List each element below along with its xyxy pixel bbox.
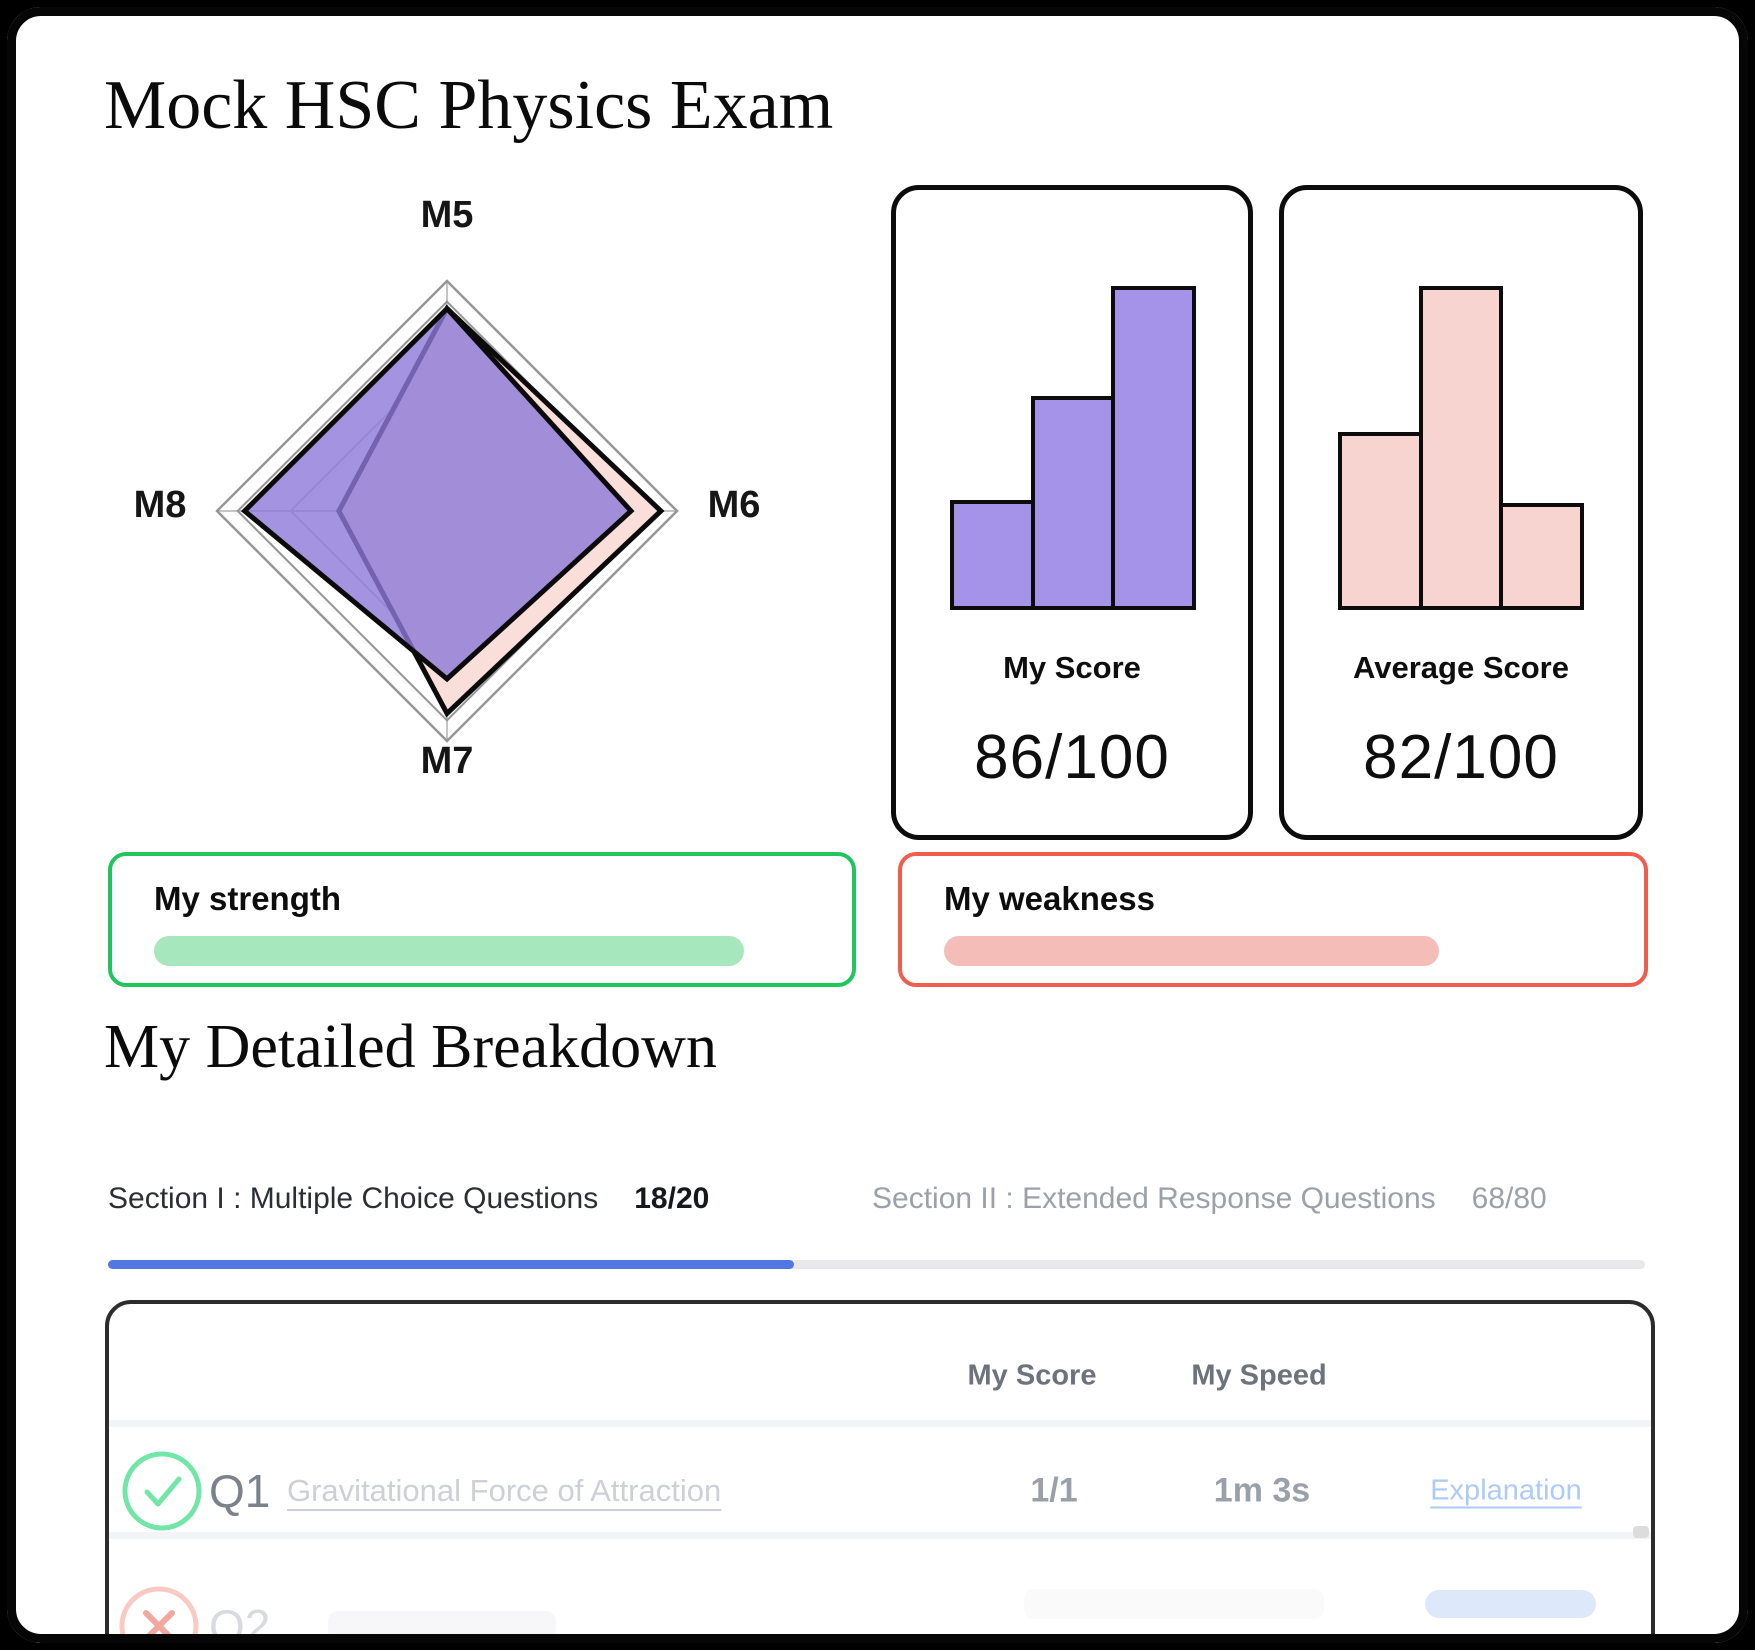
mini-bar <box>1338 431 1423 610</box>
mini-bar <box>1418 286 1504 610</box>
tab-section-2[interactable]: Section II : Extended Response Questions… <box>872 1182 1547 1216</box>
question-title-link[interactable]: Gravitational Force of Attraction <box>287 1473 722 1508</box>
my-score-label: My Score <box>1003 650 1141 685</box>
column-header-my-score: My Score <box>967 1359 1097 1392</box>
tab-section-2-label: Section II : Extended Response Questions <box>872 1182 1436 1215</box>
column-header-my-speed: My Speed <box>1191 1359 1327 1392</box>
questions-table: My Score My Speed Q1 Gravitational Force… <box>105 1300 1655 1643</box>
mini-bar <box>1030 396 1116 610</box>
mini-bar <box>1111 286 1197 610</box>
radar-axis-label-M7: M7 <box>421 740 474 782</box>
my-score-card: My Score 86/100 <box>891 185 1253 840</box>
explanation-skeleton-bar <box>1425 1590 1596 1618</box>
tab-section-1[interactable]: Section I : Multiple Choice Questions 18/… <box>108 1182 709 1216</box>
scrollbar-thumb[interactable] <box>1633 1526 1649 1538</box>
average-score-card: Average Score 82/100 <box>1279 185 1643 840</box>
tab-active-underline <box>108 1260 794 1269</box>
explanation-link[interactable]: Explanation <box>1430 1474 1582 1507</box>
mini-bar <box>950 499 1035 610</box>
my-score-value: 86/100 <box>974 723 1170 792</box>
tab-section-1-label: Section I : Multiple Choice Questions <box>108 1182 599 1215</box>
average-score-value: 82/100 <box>1363 723 1559 792</box>
question-id: Q2 <box>209 1600 271 1643</box>
radar-axis-label-M5: M5 <box>421 194 474 236</box>
my-score-mini-bar-chart <box>950 286 1197 610</box>
incorrect-x-icon <box>119 1586 199 1643</box>
row-divider <box>109 1532 1651 1539</box>
tab-section-1-score: 18/20 <box>634 1182 710 1215</box>
row-divider <box>109 1420 1651 1427</box>
weakness-label: My weakness <box>944 880 1155 917</box>
score-skeleton-bar <box>1024 1589 1324 1619</box>
breakdown-title: My Detailed Breakdown <box>104 1013 717 1081</box>
strength-placeholder-bar <box>154 936 744 966</box>
mini-bar <box>1499 503 1585 610</box>
average-score-label: Average Score <box>1353 650 1569 685</box>
tab-underline-track <box>108 1260 1645 1269</box>
page-title: Mock HSC Physics Exam <box>104 67 834 144</box>
weakness-box: My weakness <box>898 852 1648 987</box>
strength-label: My strength <box>154 880 342 917</box>
tab-section-2-score: 68/80 <box>1471 1182 1547 1215</box>
title-skeleton-bar <box>328 1611 556 1641</box>
weakness-placeholder-bar <box>944 936 1439 966</box>
radar-chart: M5 M6 M7 M8 <box>134 194 761 782</box>
question-speed: 1m 3s <box>1213 1471 1311 1510</box>
radar-axis-label-M6: M6 <box>708 484 761 526</box>
average-score-mini-bar-chart <box>1338 286 1585 610</box>
question-score: 1/1 <box>1030 1471 1078 1510</box>
question-id: Q1 <box>209 1465 271 1517</box>
strength-box: My strength <box>108 852 856 987</box>
app-window: Mock HSC Physics Exam M5 M6 M7 M8 My Score … <box>7 7 1748 1643</box>
correct-check-icon <box>122 1451 202 1531</box>
radar-axis-label-M8: M8 <box>134 484 187 526</box>
radar-series-mine <box>240 304 635 683</box>
radar-gridline <box>215 279 679 743</box>
